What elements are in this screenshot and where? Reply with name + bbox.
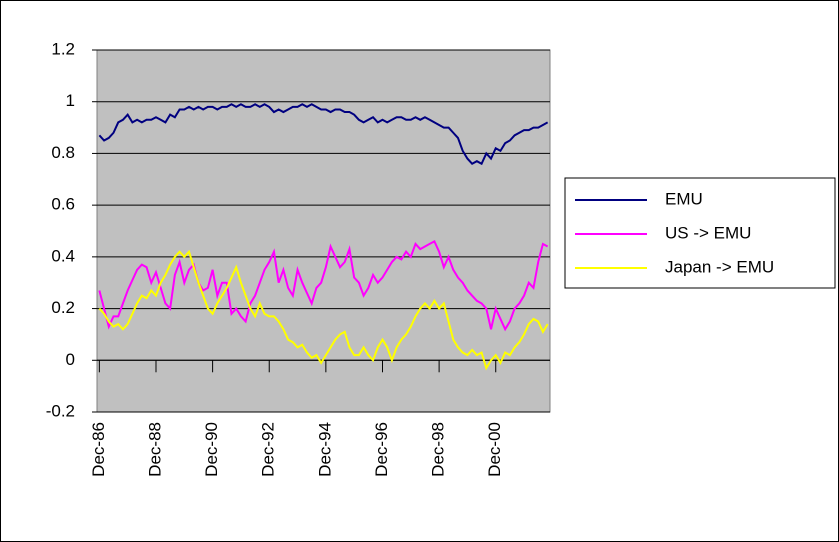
y-tick-label: 0.4	[51, 246, 75, 265]
x-tick-label: Dec-96	[372, 422, 391, 477]
series-line	[98, 103, 549, 166]
legend-label: EMU	[665, 189, 703, 208]
y-tick-label: 0.2	[51, 298, 75, 317]
y-tick-label: 1.2	[51, 39, 75, 58]
series-line	[98, 249, 549, 371]
y-tick-label: 0.6	[51, 195, 75, 214]
x-tick-label: Dec-92	[259, 422, 278, 477]
x-tick-label: Dec-94	[315, 422, 334, 477]
x-tick-label: Dec-90	[202, 422, 221, 477]
x-tick-label: Dec-98	[429, 422, 448, 477]
y-tick-label: 0.8	[51, 143, 75, 162]
y-tick-label: -0.2	[46, 401, 75, 420]
legend-label: US -> EMU	[665, 223, 751, 242]
series-line	[98, 239, 549, 332]
y-tick-label: 0	[66, 350, 75, 369]
y-tick-label: 1	[66, 91, 75, 110]
x-tick-label: Dec-00	[485, 422, 504, 477]
x-tick-label: Dec-86	[89, 422, 108, 477]
legend-label: Japan -> EMU	[665, 257, 774, 276]
x-tick-label: Dec-88	[145, 422, 164, 477]
